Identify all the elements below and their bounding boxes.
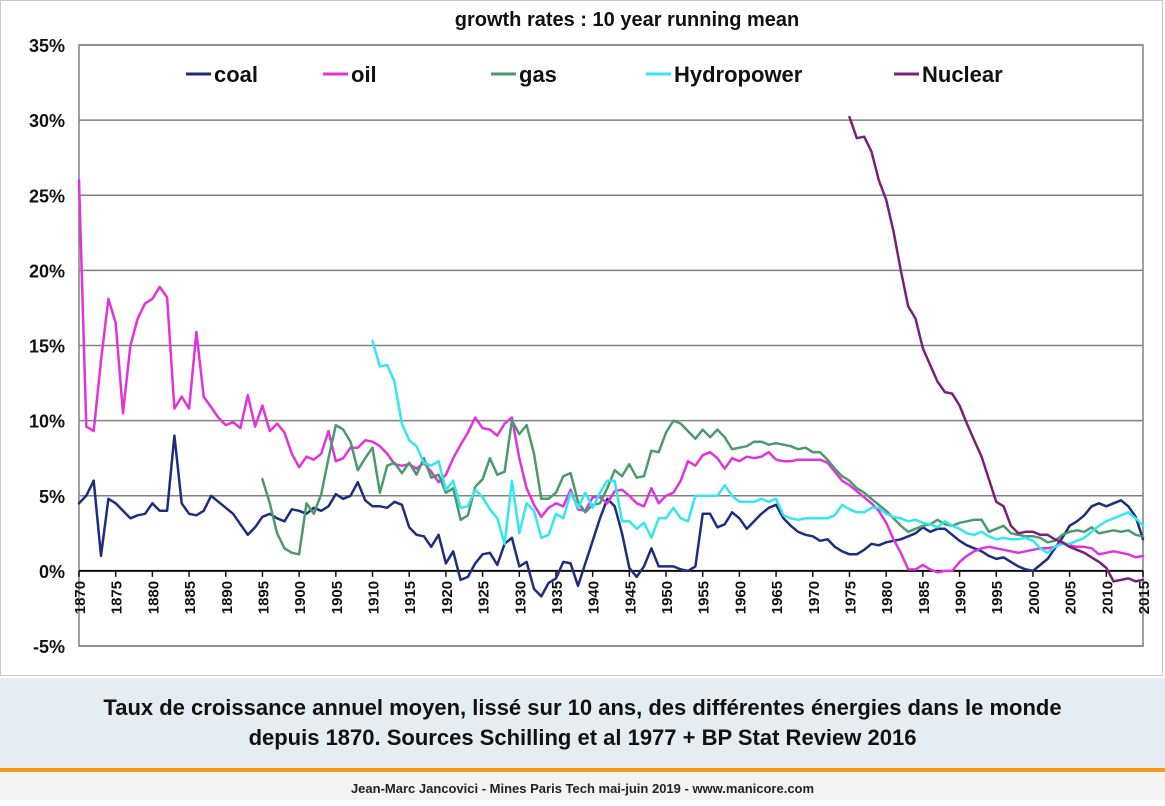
y-tick-label: 5% xyxy=(39,487,65,507)
x-tick-label: 1875 xyxy=(109,581,126,614)
y-tick-label: 35% xyxy=(29,36,65,56)
series-line-gas xyxy=(261,419,1145,556)
series-line-oil xyxy=(77,178,1145,574)
x-tick-label: 1925 xyxy=(476,581,493,614)
legend-label-coal: coal xyxy=(214,62,258,87)
legend-label-oil: oil xyxy=(351,62,377,87)
legend-label-hydropower: Hydropower xyxy=(674,62,803,87)
x-tick-label: 1920 xyxy=(439,581,456,614)
x-tick-label: 1955 xyxy=(696,581,713,614)
y-tick-label: 10% xyxy=(29,412,65,432)
x-tick-label: 2010 xyxy=(1099,581,1116,614)
x-tick-label: 2005 xyxy=(1063,581,1080,614)
series-line-coal xyxy=(77,434,1145,598)
x-tick-label: 1965 xyxy=(769,581,786,614)
x-tick-label: 1990 xyxy=(953,581,970,614)
x-tick-label: 1940 xyxy=(586,581,603,614)
x-tick-label: 1960 xyxy=(732,581,749,614)
x-tick-label: 1945 xyxy=(622,581,639,614)
caption-line-2: depuis 1870. Sources Schilling et al 197… xyxy=(248,725,917,750)
x-tick-label: 2015 xyxy=(1136,581,1153,614)
x-tick-label: 1895 xyxy=(255,581,272,614)
x-tick-label: 1910 xyxy=(366,581,383,614)
x-tick-label: 1995 xyxy=(989,581,1006,614)
caption-line-1: Taux de croissance annuel moyen, lissé s… xyxy=(103,695,1062,720)
y-tick-label: 30% xyxy=(29,111,65,131)
x-tick-label: 1975 xyxy=(842,581,859,614)
legend-label-gas: gas xyxy=(519,62,557,87)
y-tick-label: 25% xyxy=(29,186,65,206)
series-line-hydropower xyxy=(371,339,1145,555)
x-tick-label: 1930 xyxy=(512,581,529,614)
x-tick-label: 1880 xyxy=(145,581,162,614)
x-tick-label: 1885 xyxy=(182,581,199,614)
x-tick-label: 1905 xyxy=(329,581,346,614)
axes: -5% 0% 5% 10% 15% 20% 25% 30% 35% 1870 1875 1880 188… xyxy=(29,36,1153,657)
x-tick-label: 1950 xyxy=(659,581,676,614)
chart-frame: growth rates : 10 year running mean -5% 0… xyxy=(0,0,1163,676)
x-tick-label: 1985 xyxy=(916,581,933,614)
legend-label-nuclear: Nuclear xyxy=(922,62,1003,87)
footer-credit: Jean-Marc Jancovici - Mines Paris Tech m… xyxy=(0,772,1165,800)
series-line-nuclear xyxy=(848,115,1145,583)
x-tick-label: 1915 xyxy=(402,581,419,614)
plot-border xyxy=(78,44,1144,647)
series-lines xyxy=(77,115,1145,598)
x-tick-label: 1890 xyxy=(219,581,236,614)
y-tick-label: 0% xyxy=(39,562,65,582)
chart-title: growth rates : 10 year running mean xyxy=(455,9,800,31)
y-tick-label: -5% xyxy=(33,637,65,657)
figure-caption: Taux de croissance annuel moyen, lissé s… xyxy=(0,678,1165,768)
y-tick-label: 20% xyxy=(29,261,65,281)
x-tick-label: 1870 xyxy=(72,581,89,614)
x-tick-label: 1900 xyxy=(292,581,309,614)
x-tick-label: 1970 xyxy=(806,581,823,614)
x-tick-label: 1935 xyxy=(549,581,566,614)
legend: coal oil gas Hydropower Nuclear xyxy=(186,62,1003,87)
x-tick-label: 2000 xyxy=(1026,581,1043,614)
gridlines xyxy=(79,44,1143,647)
y-tick-label: 15% xyxy=(29,337,65,357)
accent-bar xyxy=(0,768,1165,772)
x-tick-label: 1980 xyxy=(879,581,896,614)
line-chart: growth rates : 10 year running mean -5% 0… xyxy=(29,9,1153,657)
